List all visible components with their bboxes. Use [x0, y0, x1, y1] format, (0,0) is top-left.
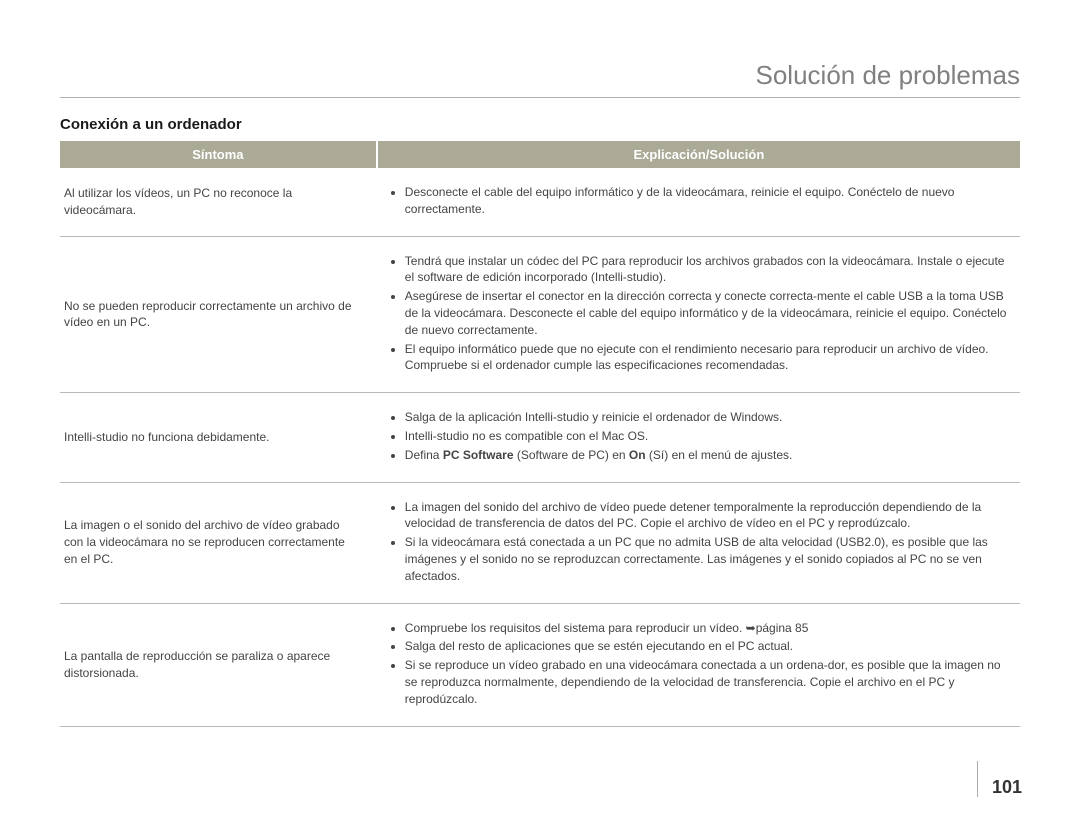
solution-cell: Salga de la aplicación Intelli-studio y …: [377, 393, 1020, 482]
solution-item: Desconecte el cable del equipo informáti…: [405, 184, 1010, 218]
solution-item: El equipo informático puede que no ejecu…: [405, 341, 1010, 375]
solution-item: Tendrá que instalar un códec del PC para…: [405, 253, 1010, 287]
page-title: Solución de problemas: [60, 60, 1020, 98]
solution-cell: La imagen del sonido del archivo de víde…: [377, 482, 1020, 603]
symptom-cell: La pantalla de reproducción se paraliza …: [60, 603, 377, 726]
solution-item: Salga de la aplicación Intelli-studio y …: [405, 409, 1010, 426]
troubleshooting-table: Síntoma Explicación/Solución Al utilizar…: [60, 141, 1020, 727]
solution-cell: Tendrá que instalar un códec del PC para…: [377, 236, 1020, 393]
table-header-symptom: Síntoma: [60, 141, 377, 168]
table-row: Intelli-studio no funciona debidamente. S…: [60, 393, 1020, 482]
table-row: No se pueden reproducir correctamente un…: [60, 236, 1020, 393]
solution-cell: Compruebe los requisitos del sistema par…: [377, 603, 1020, 726]
solution-item: Defina PC Software (Software de PC) en O…: [405, 447, 1010, 464]
section-title: Conexión a un ordenador: [60, 116, 1020, 133]
page-number: 101: [977, 761, 1022, 797]
table-row: La pantalla de reproducción se paraliza …: [60, 603, 1020, 726]
solution-item: La imagen del sonido del archivo de víde…: [405, 499, 1010, 533]
symptom-cell: Al utilizar los vídeos, un PC no reconoc…: [60, 168, 377, 236]
symptom-cell: La imagen o el sonido del archivo de víd…: [60, 482, 377, 603]
solution-cell: Desconecte el cable del equipo informáti…: [377, 168, 1020, 236]
solution-item: Intelli-studio no es compatible con el M…: [405, 428, 1010, 445]
solution-item: Asegúrese de insertar el conector en la …: [405, 288, 1010, 338]
table-row: La imagen o el sonido del archivo de víd…: [60, 482, 1020, 603]
solution-item: Si la videocámara está conectada a un PC…: [405, 534, 1010, 584]
symptom-cell: Intelli-studio no funciona debidamente.: [60, 393, 377, 482]
table-header-solution: Explicación/Solución: [377, 141, 1020, 168]
solution-item: Compruebe los requisitos del sistema par…: [405, 620, 1010, 637]
symptom-cell: No se pueden reproducir correctamente un…: [60, 236, 377, 393]
solution-item: Si se reproduce un vídeo grabado en una …: [405, 657, 1010, 707]
table-row: Al utilizar los vídeos, un PC no reconoc…: [60, 168, 1020, 236]
solution-item: Salga del resto de aplicaciones que se e…: [405, 638, 1010, 655]
